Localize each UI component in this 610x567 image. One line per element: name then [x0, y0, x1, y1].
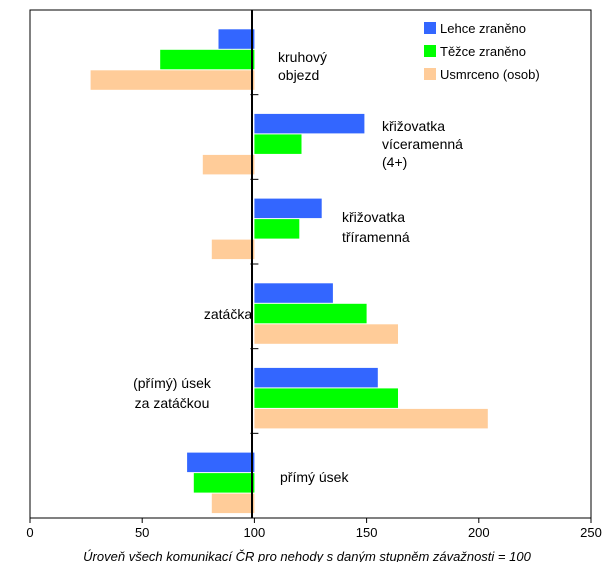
- x-axis-label: Úroveň všech komunikací ČR pro nehody s …: [83, 549, 531, 562]
- legend-label: Usmrceno (osob): [440, 67, 540, 82]
- bar-3-6: [211, 493, 255, 514]
- x-tick-label: 150: [356, 525, 378, 540]
- x-tick-label: 0: [26, 525, 33, 540]
- category-label: (přímý) úsek za zatáčkou: [133, 375, 212, 411]
- bar-3-5: [254, 408, 488, 429]
- bar-1-6: [187, 452, 255, 473]
- bar-1-4: [254, 283, 333, 303]
- bar-1-2: [254, 113, 365, 134]
- legend-swatch: [424, 45, 436, 57]
- bar-1-5: [254, 367, 378, 388]
- bar-2-2: [254, 134, 302, 154]
- bar-2-5: [254, 388, 398, 408]
- category-label: zatáčka: [204, 306, 252, 322]
- plot-area-border: [29, 9, 592, 519]
- category-label: přímý úsek: [280, 469, 349, 485]
- x-tick-label: 250: [580, 525, 602, 540]
- legend-label: Těžce zraněno: [440, 44, 526, 59]
- legend-swatch: [424, 68, 436, 80]
- legend: Lehce zraněno Těžce zraněno Usmrceno (osob…: [424, 21, 540, 82]
- bar-1-1: [218, 29, 255, 49]
- category-label: křižovatka víceramenná (4+): [382, 118, 463, 170]
- bar-2-4: [254, 303, 367, 324]
- bar-2-3: [254, 219, 300, 239]
- bar-1-3: [254, 198, 322, 219]
- bar-2-1: [160, 49, 255, 70]
- bar-3-3: [211, 239, 255, 260]
- bar-3-1: [90, 70, 255, 90]
- legend-label: Lehce zraněno: [440, 21, 526, 36]
- bar-3-4: [254, 324, 398, 344]
- x-tick-label: 200: [468, 525, 490, 540]
- bar-2-6: [193, 473, 255, 493]
- legend-swatch: [424, 22, 436, 34]
- bar-3-2: [202, 154, 255, 175]
- category-label: křižovatka tříramenná: [342, 209, 410, 245]
- x-tick-label: 50: [135, 525, 149, 540]
- category-label: kruhový objezd: [278, 49, 327, 83]
- x-tick-label: 100: [244, 525, 266, 540]
